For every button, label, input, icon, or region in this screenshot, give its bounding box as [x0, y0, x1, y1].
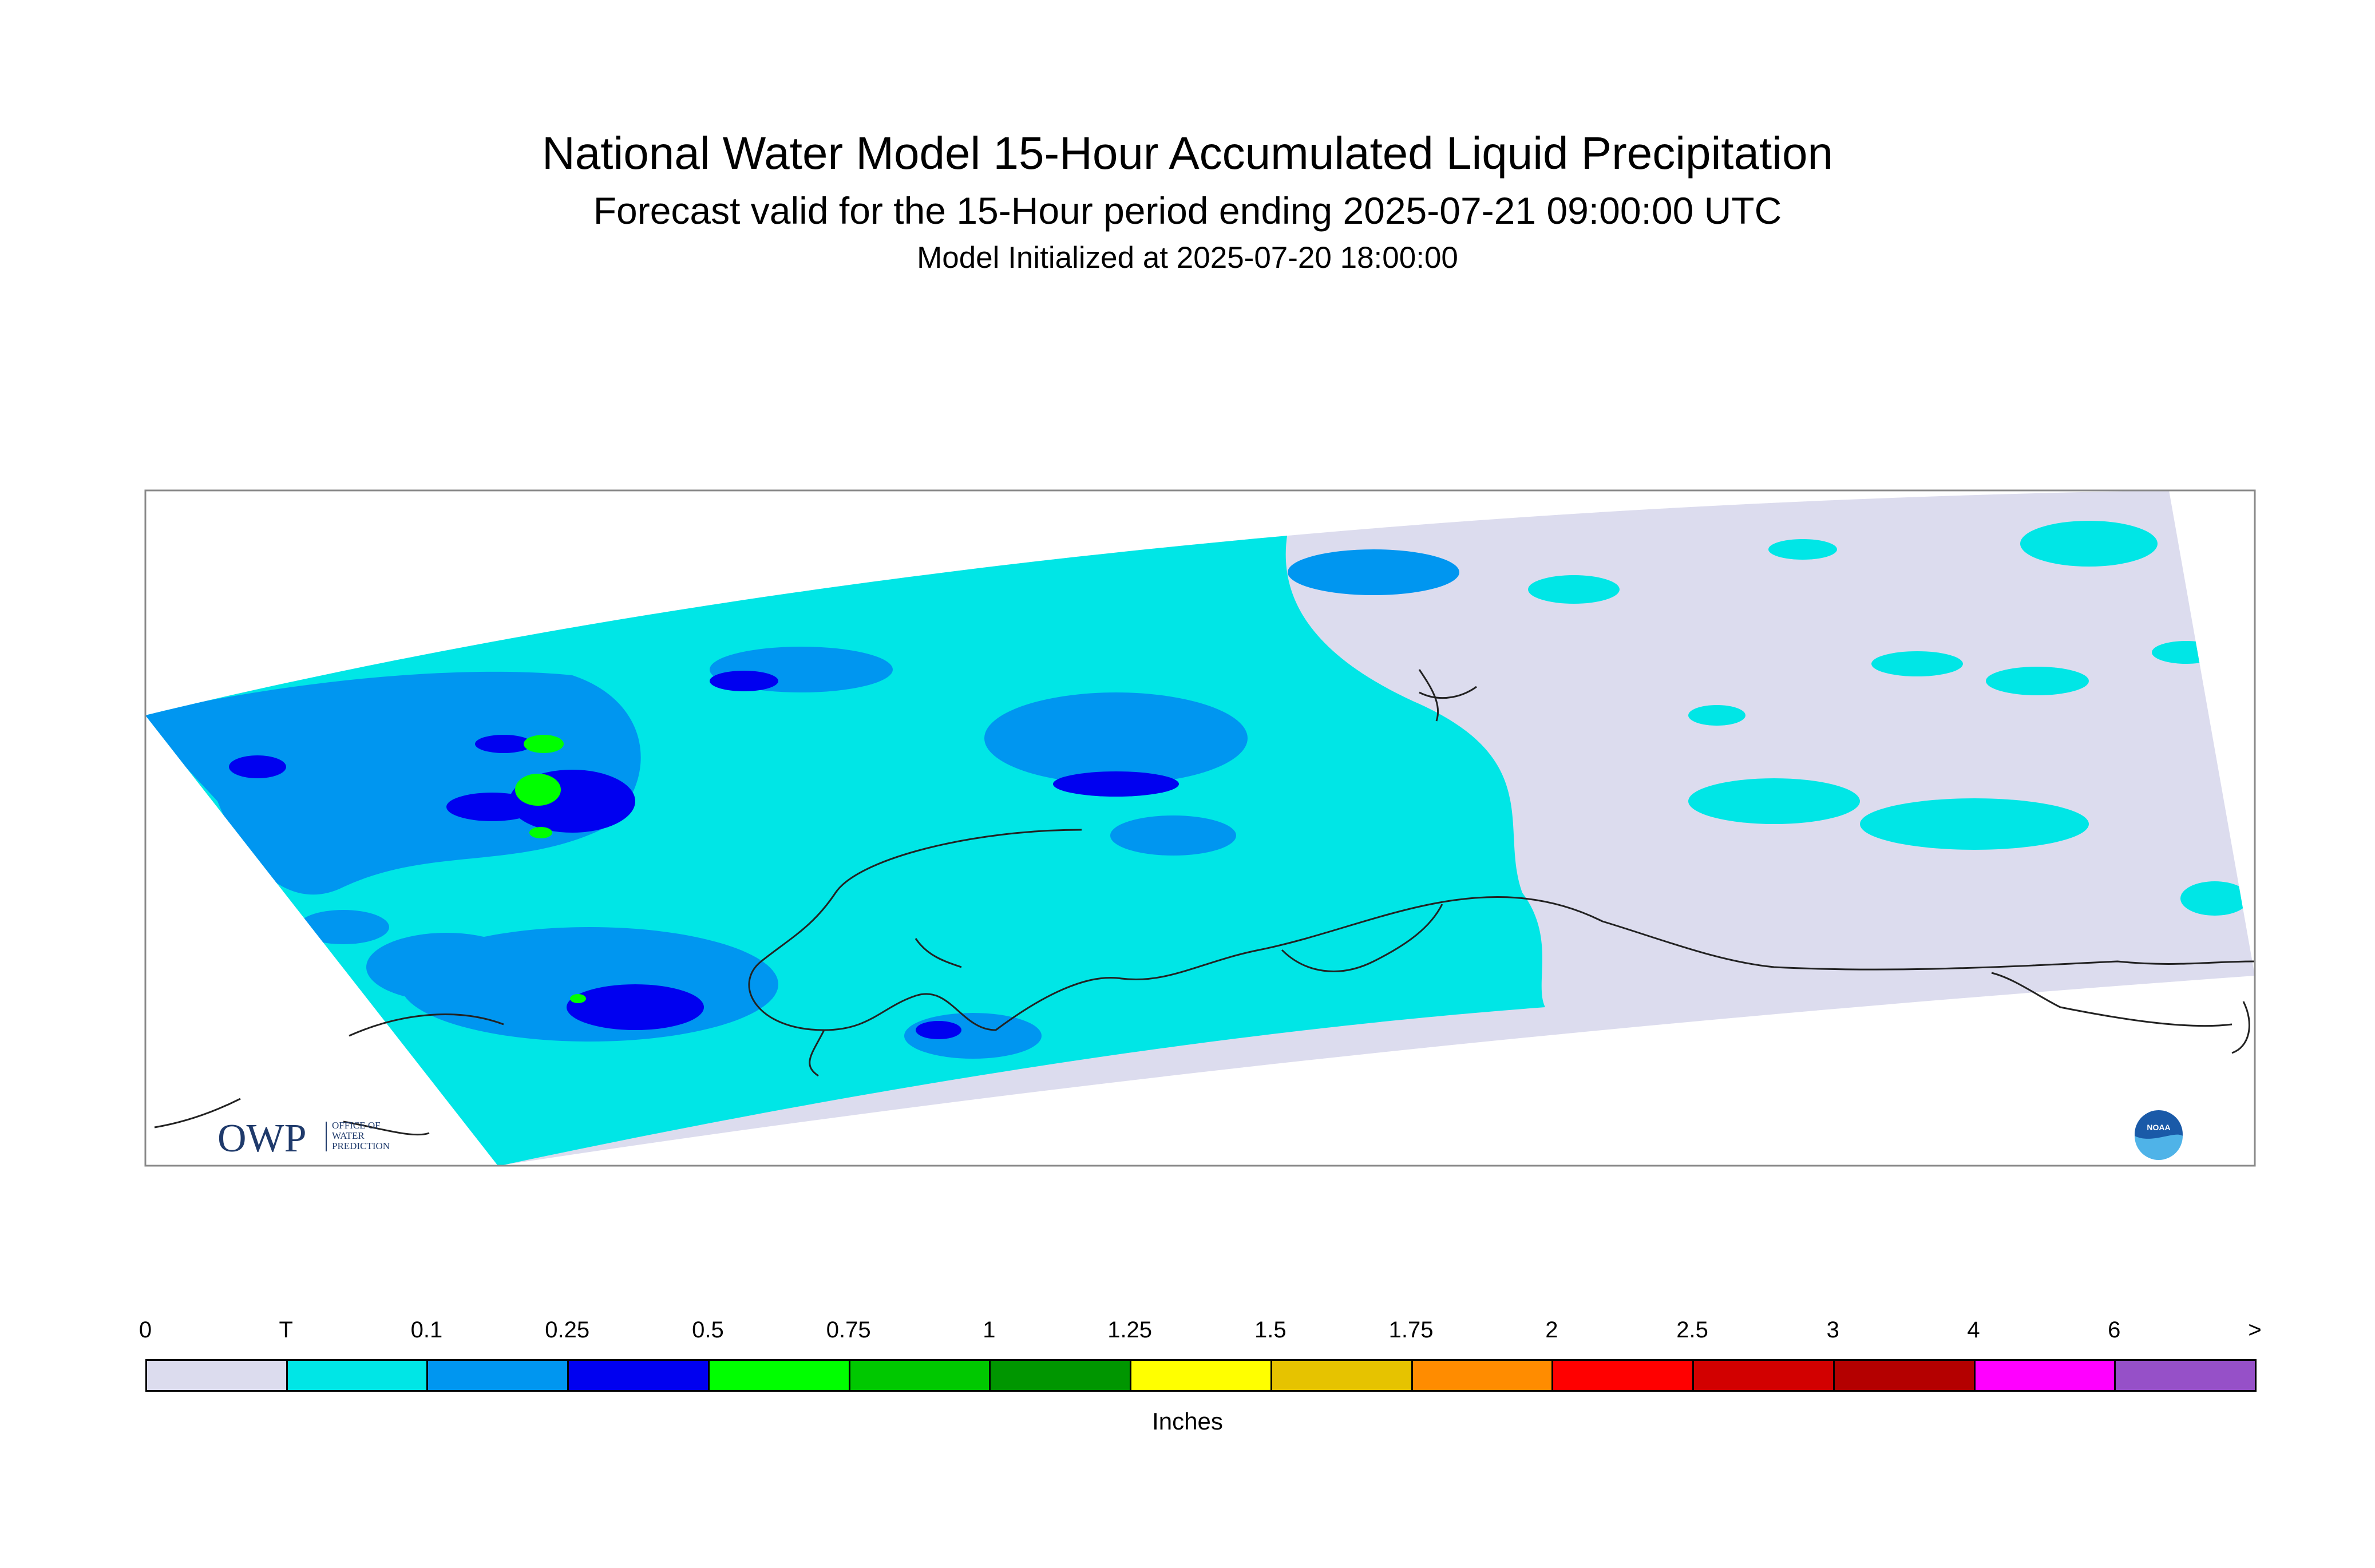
precip-moderate-blob [710, 671, 778, 691]
precip-trace-blob [1688, 705, 1745, 726]
map-subtitle-init: Model Initialized at 2025-07-20 18:00:00 [917, 241, 1458, 275]
owp-logo-sub: WATER [332, 1130, 365, 1141]
precip-trace-blob [2020, 521, 2158, 567]
owp-logo-text: OWP [217, 1116, 307, 1161]
precip-trace-blob [1768, 539, 1837, 560]
precip-trace-blob [2180, 881, 2249, 916]
precip-trace-blob [1528, 575, 1620, 604]
owp-logo-sub: PREDICTION [332, 1141, 390, 1151]
precip-field [145, 521, 2249, 1166]
noaa-logo: NOAA [2135, 1110, 2183, 1160]
precip-moderate-blob [446, 793, 538, 821]
map-frame [144, 489, 2256, 1167]
precip-moderate-blob [229, 755, 286, 778]
precip-light-blob [366, 933, 527, 1001]
map-subtitle-valid: Forecast valid for the 15-Hour period en… [593, 189, 1782, 232]
legend-units: Inches [1152, 1408, 1223, 1435]
owp-logo: OWP OFFICE OF WATER PREDICTION [217, 1116, 390, 1161]
precip-trace-blob [1860, 798, 2089, 850]
precip-light-blob [298, 910, 389, 944]
precip-heavy-blob [524, 735, 564, 753]
precip-heavy-blob [515, 774, 561, 806]
map-title: National Water Model 15-Hour Accumulated… [542, 128, 1833, 179]
precip-moderate-blob [916, 1021, 961, 1039]
precip-heavy-blob [529, 827, 552, 838]
precip-light-region [145, 671, 641, 895]
coastlines [154, 669, 2255, 1136]
precip-moderate-blob [567, 984, 704, 1030]
noaa-logo-text: NOAA [2147, 1123, 2170, 1132]
precip-trace-blob [2152, 641, 2220, 664]
precip-light-blob [1110, 815, 1236, 856]
precip-moderate-blob [1053, 771, 1179, 797]
precip-heavy-blob [570, 994, 586, 1003]
precip-trace-blob [1986, 667, 2089, 695]
precip-light-blob [984, 692, 1248, 784]
precip-moderate-blob [475, 735, 532, 753]
precip-trace-blob [1871, 651, 1963, 676]
precip-light-blob [1288, 549, 1459, 595]
precip-trace-blob [1688, 778, 1860, 824]
owp-logo-sub: OFFICE OF [332, 1120, 381, 1131]
